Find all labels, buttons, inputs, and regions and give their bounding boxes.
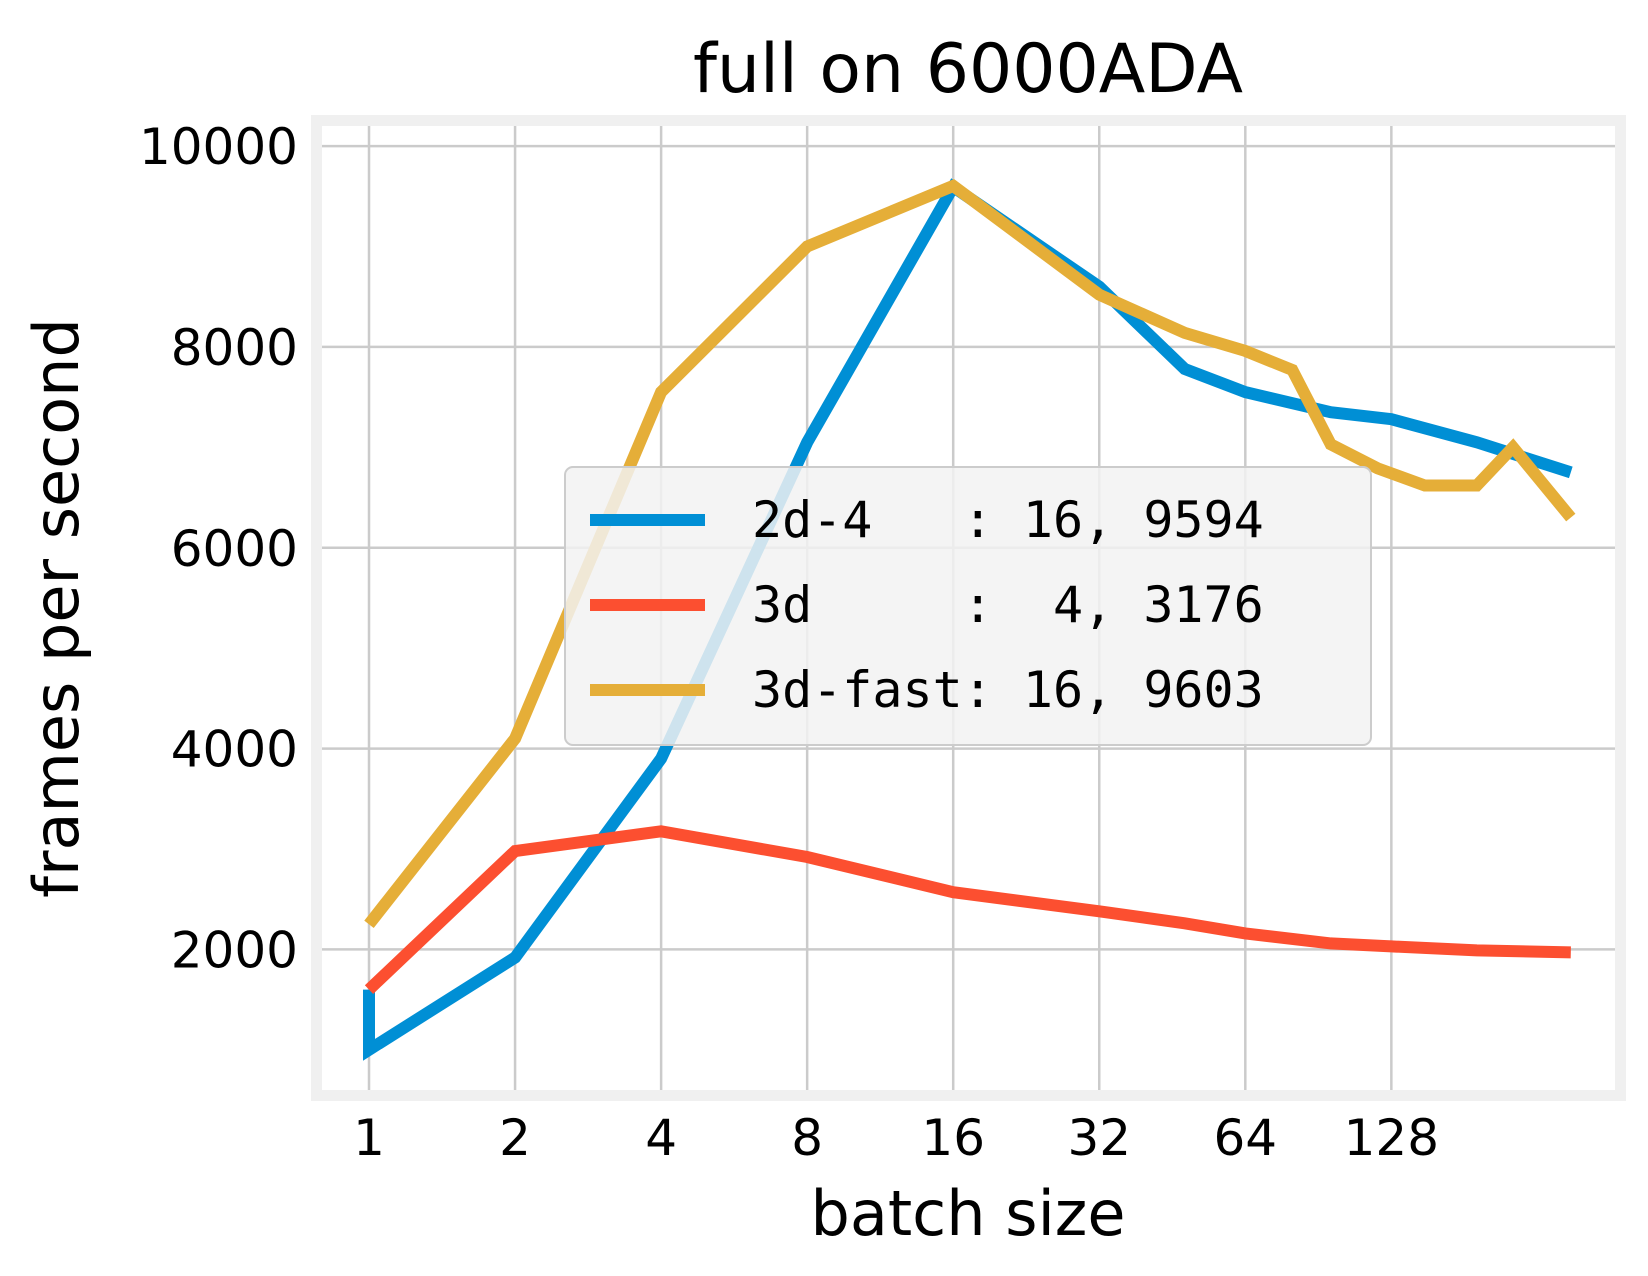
y-tick-label-4: 10000: [139, 118, 298, 176]
y-axis-label: frames per second: [20, 318, 93, 898]
x-tick-labels: 1 2 4 8 16 32 64 128: [353, 1109, 1439, 1167]
y-tick-label-1: 4000: [171, 721, 298, 779]
x-tick-label-1: 2: [499, 1109, 531, 1167]
x-tick-label-6: 64: [1213, 1109, 1277, 1167]
series-line-2: [364, 179, 1576, 929]
y-tick-labels: 2000 4000 6000 8000 10000: [139, 118, 298, 979]
legend: 2d-4 : 16, 9594 3d : 4, 3176 3d-fast: 16, …: [564, 466, 1372, 746]
x-tick-label-0: 1: [353, 1109, 385, 1167]
legend-box: [564, 466, 1372, 746]
chart-title: full on 6000ADA: [693, 30, 1243, 109]
legend-label-0: 2d-4 : 16, 9594: [752, 491, 1264, 549]
x-axis-label: batch size: [811, 1177, 1126, 1250]
series-layer: [363, 178, 1576, 1061]
x-tick-label-3: 8: [791, 1109, 823, 1167]
legend-label-1: 3d : 4, 3176: [752, 576, 1264, 634]
x-tick-label-4: 16: [921, 1109, 985, 1167]
legend-label-2: 3d-fast: 16, 9603: [752, 661, 1264, 719]
series-line-1: [364, 825, 1571, 994]
y-tick-label-3: 8000: [171, 319, 298, 377]
series-line-0: [363, 178, 1573, 1061]
x-tick-label-7: 128: [1344, 1109, 1439, 1167]
y-tick-label-0: 2000: [171, 921, 298, 979]
x-tick-label-5: 32: [1067, 1109, 1131, 1167]
x-tick-label-2: 4: [645, 1109, 677, 1167]
y-tick-label-2: 6000: [171, 520, 298, 578]
